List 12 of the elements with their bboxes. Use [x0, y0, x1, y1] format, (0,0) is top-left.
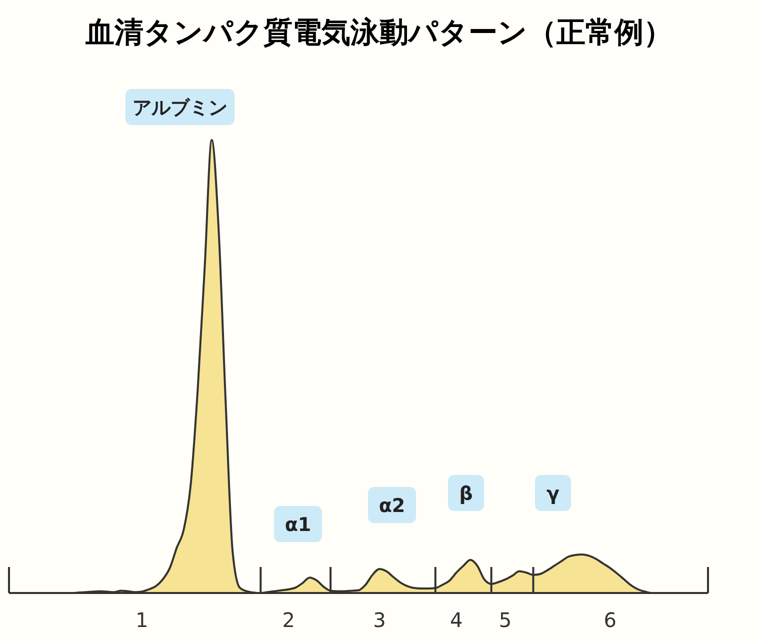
x-tick-label: 6: [604, 608, 617, 632]
annotation: β: [459, 483, 473, 505]
text: アルブミン: [132, 97, 228, 119]
x-tick-label: 5: [498, 608, 512, 632]
x-tick-label: 4: [450, 608, 463, 632]
annotation: α1: [284, 514, 312, 536]
x-tick-label: 2: [282, 608, 295, 632]
x-tick-label: 1: [135, 608, 148, 632]
x-tick-label: 3: [373, 608, 386, 632]
chart-title: 血清タンパク質電気泳動パターン（正常例）: [84, 15, 672, 49]
annotation: α2: [378, 495, 406, 517]
annotation: γ: [546, 483, 560, 505]
